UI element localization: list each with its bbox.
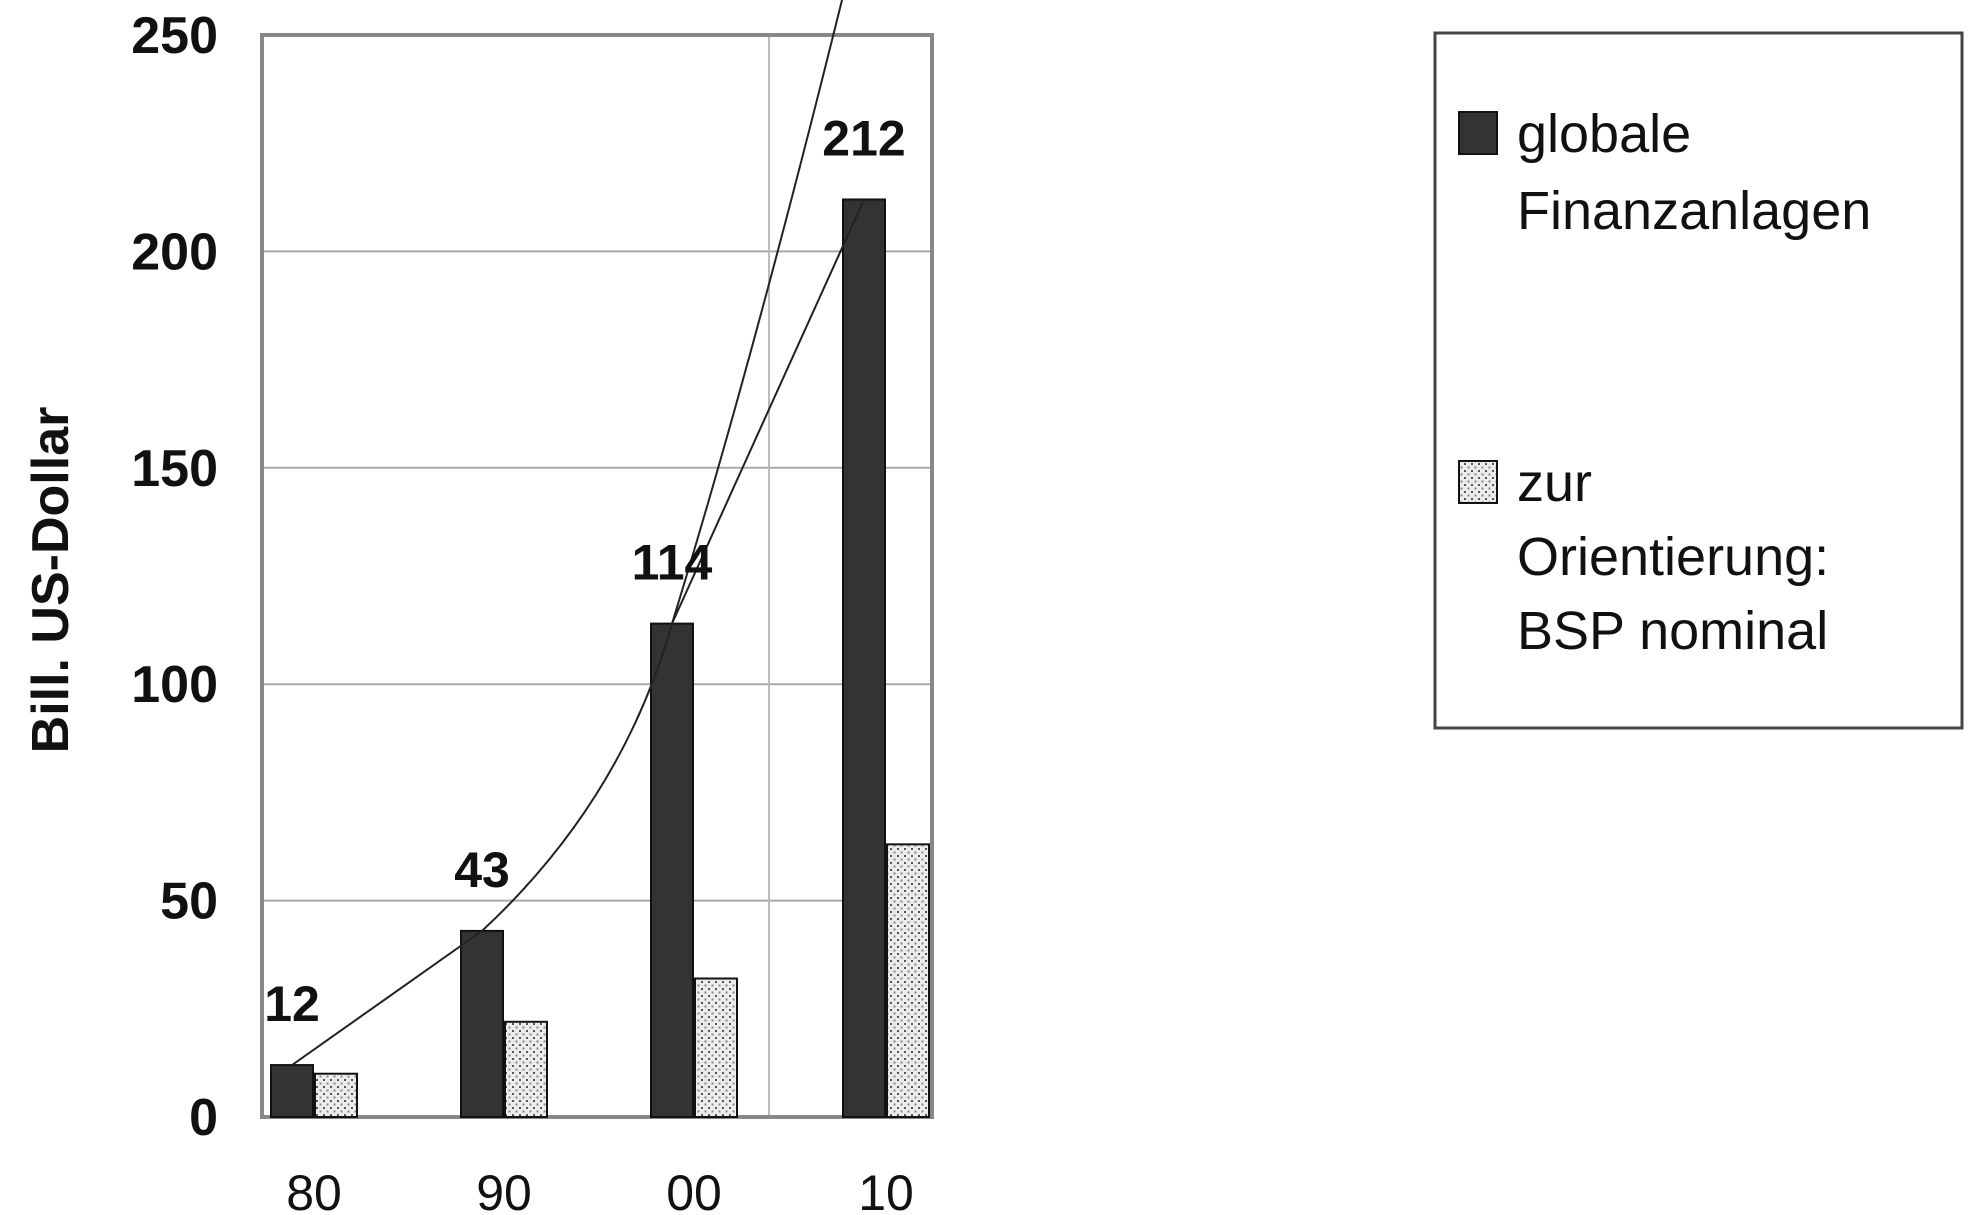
legend-swatch-finanzanlagen xyxy=(1458,111,1498,155)
bar-bsp xyxy=(694,977,738,1119)
x-tick-labels: 80 90 00 10 xyxy=(286,1165,914,1215)
trend-line xyxy=(291,199,865,1066)
legend-box xyxy=(1433,31,1964,730)
legend-label-bsp: zur Orientierung: BSP nominal xyxy=(1517,453,1844,661)
y-tick-label: 200 xyxy=(131,223,218,281)
data-labels: 12 43 114 212 xyxy=(264,110,906,1032)
legend-label-finanzanlagen: globale Finanzanlagen xyxy=(1517,104,1871,241)
y-tick-label: 100 xyxy=(131,656,218,714)
y-axis-label: Bill. US-Dollar xyxy=(22,407,80,754)
bar-bsp xyxy=(314,1072,358,1118)
legend: globale Finanzanlagen zur Orientierung: … xyxy=(1433,31,1964,730)
bar-bsp xyxy=(886,843,930,1118)
trend-curve xyxy=(671,0,843,624)
legend-label-line: globale xyxy=(1517,104,1691,164)
x-tick-label: 90 xyxy=(476,1165,532,1215)
x-tick-label: 10 xyxy=(858,1165,914,1215)
legend-label-line: BSP nominal xyxy=(1517,601,1828,661)
bar-finanzanlagen xyxy=(650,622,694,1118)
y-tick-label: 250 xyxy=(131,7,218,65)
bar-finanzanlagen xyxy=(842,198,886,1119)
legend-label-line: Finanzanlagen xyxy=(1517,181,1871,241)
x-tick-label: 80 xyxy=(286,1165,342,1215)
y-tick-labels: 0 50 100 150 200 250 xyxy=(131,7,218,1147)
data-label: 212 xyxy=(822,110,905,166)
bar-finanzanlagen xyxy=(270,1064,314,1118)
y-tick-label: 0 xyxy=(189,1089,218,1147)
plot-frame xyxy=(260,33,934,1119)
y-tick-label: 150 xyxy=(131,440,218,498)
data-label: 114 xyxy=(632,535,713,591)
gridlines xyxy=(262,35,932,1119)
legend-label-line: zur xyxy=(1517,453,1592,513)
data-label: 43 xyxy=(454,842,510,898)
data-label: 12 xyxy=(264,976,320,1032)
bars xyxy=(270,198,930,1119)
bar-bsp xyxy=(504,1020,548,1118)
bar-finanzanlagen xyxy=(460,929,504,1118)
y-tick-label: 50 xyxy=(160,873,218,931)
legend-swatch-bsp xyxy=(1458,460,1498,504)
legend-label-line: Orientierung: xyxy=(1517,527,1829,587)
trend-curves xyxy=(291,0,865,1066)
x-tick-label: 00 xyxy=(666,1165,722,1215)
